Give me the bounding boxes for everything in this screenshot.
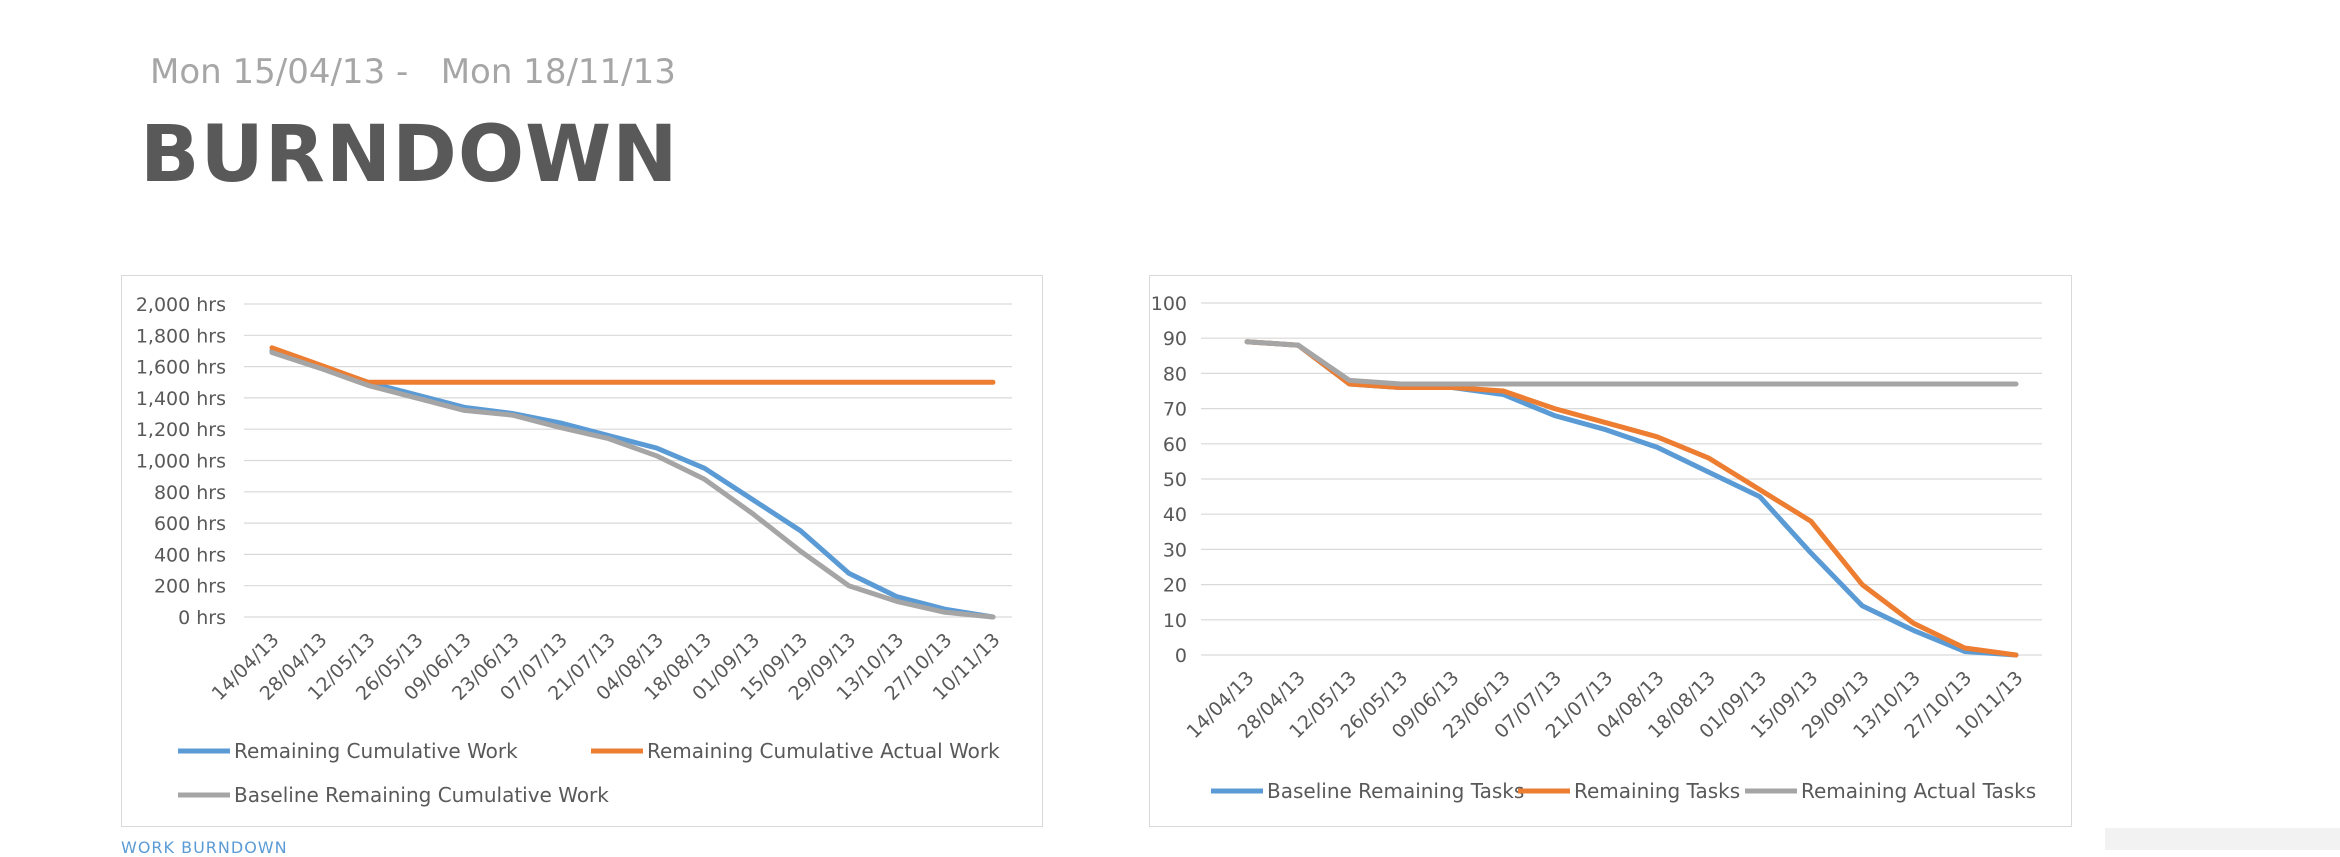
- cumulative-work-chart-svg: 0 hrs 200 hrs 400 hrs 600 hrs 800 hrs 1,000 h…: [136, 294, 1012, 807]
- series-line-3: [1244, 339, 2019, 387]
- legend-label: Baseline Remaining Cumulative Work: [234, 783, 609, 807]
- y-tick-label: 30: [1163, 539, 1187, 561]
- y-tick-label: 600 hrs: [154, 513, 226, 535]
- y-tick-label: 40: [1163, 504, 1187, 526]
- page-title: BURNDOWN: [140, 110, 679, 200]
- legend-label: Remaining Cumulative Actual Work: [647, 739, 1000, 763]
- y-tick-label: 100: [1151, 293, 1187, 315]
- y-tick-label: 1,400 hrs: [136, 388, 226, 410]
- y-tick-label: 70: [1163, 399, 1187, 421]
- corner-shade: [2105, 828, 2340, 850]
- y-tick-label: 1,800 hrs: [136, 325, 226, 347]
- y-tick-label: 10: [1163, 610, 1187, 632]
- legend-label: Remaining Cumulative Work: [234, 739, 518, 763]
- y-tick-label: 0: [1175, 645, 1187, 667]
- y-tick-label: 2,000 hrs: [136, 294, 226, 316]
- y-tick-label: 80: [1163, 363, 1187, 385]
- y-tick-label: 50: [1163, 469, 1187, 491]
- y-tick-label: 1,600 hrs: [136, 357, 226, 379]
- y-tick-label: 20: [1163, 575, 1187, 597]
- series-line-2: [1244, 339, 2019, 658]
- legend-label: Baseline Remaining Tasks: [1267, 779, 1524, 803]
- y-tick-label: 400 hrs: [154, 544, 226, 566]
- remaining-tasks-chart: 0 10 20 30 40 50 60 70 80 90 100 14/04/13 28/04/13 12…: [1149, 275, 2072, 827]
- footer-link[interactable]: WORK BURNDOWN: [121, 838, 288, 857]
- legend-label: Remaining Actual Tasks: [1801, 779, 2036, 803]
- y-tick-label: 90: [1163, 328, 1187, 350]
- cumulative-work-chart: 0 hrs 200 hrs 400 hrs 600 hrs 800 hrs 1,000 h…: [121, 275, 1043, 827]
- y-tick-label: 1,200 hrs: [136, 419, 226, 441]
- remaining-tasks-chart-svg: 010203040506070809010014/04/1328/04/1312…: [1151, 293, 2042, 803]
- y-tick-label: 1,000 hrs: [136, 451, 226, 473]
- series-line-2: [269, 345, 996, 385]
- y-tick-label: 0 hrs: [178, 607, 226, 629]
- series-line-1: [269, 348, 996, 620]
- y-tick-label: 800 hrs: [154, 482, 226, 504]
- y-tick-label: 200 hrs: [154, 576, 226, 598]
- date-range-subtitle: Mon 15/04/13 - Mon 18/11/13: [150, 52, 676, 92]
- legend-label: Remaining Tasks: [1574, 779, 1740, 803]
- series-line-3: [269, 350, 996, 620]
- series-line-1: [1244, 339, 2019, 658]
- y-tick-label: 60: [1163, 434, 1187, 456]
